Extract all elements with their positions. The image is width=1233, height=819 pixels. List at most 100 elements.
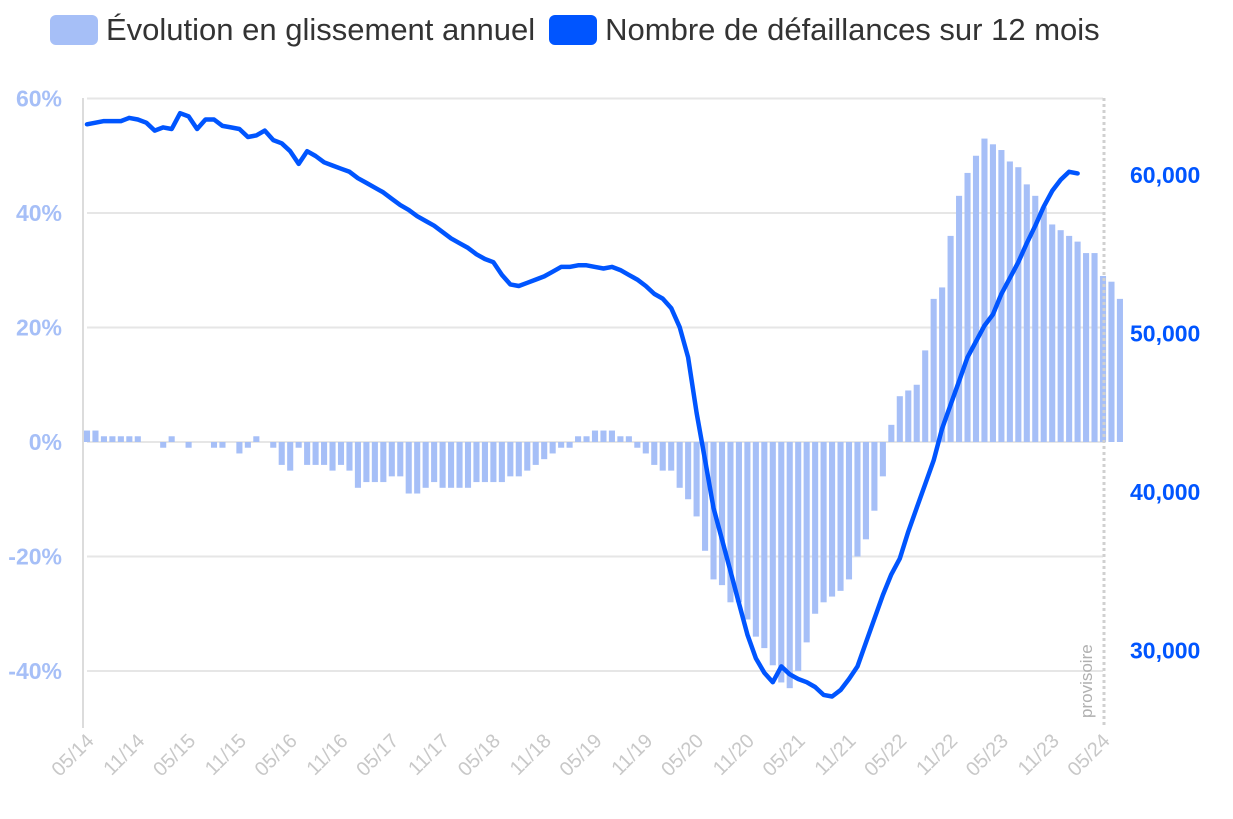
bar: [439, 442, 446, 488]
bar: [1057, 230, 1064, 442]
bar: [117, 436, 124, 442]
bar: [236, 442, 243, 454]
bar: [930, 298, 937, 442]
y-tick-left: 60%: [16, 86, 62, 112]
bar: [168, 436, 175, 442]
bar: [956, 195, 963, 442]
y-tick-right: 30,000: [1130, 638, 1200, 664]
bar: [922, 350, 929, 442]
bar: [617, 436, 624, 442]
bar: [1083, 253, 1090, 442]
bar: [744, 442, 751, 620]
y-tick-left: 40%: [16, 200, 62, 226]
bar: [871, 442, 878, 511]
bar: [515, 442, 522, 477]
bar: [354, 442, 361, 488]
y-tick-left: 20%: [16, 315, 62, 341]
x-tick-label: 05/24: [1064, 730, 1115, 781]
x-tick-label: 05/21: [759, 730, 810, 781]
bar: [185, 442, 192, 448]
bar: [498, 442, 505, 483]
bar: [160, 442, 167, 448]
bar: [337, 442, 345, 465]
x-tick-label: 05/15: [149, 730, 200, 781]
legend-swatch-yoy: [50, 15, 98, 45]
bar: [541, 442, 548, 460]
bar: [329, 442, 336, 471]
bar: [1006, 161, 1013, 442]
bar: [253, 436, 260, 442]
bar: [287, 442, 294, 471]
x-tick-label: 05/14: [48, 730, 99, 781]
legend: Évolution en glissement annuel Nombre de…: [50, 8, 1114, 52]
bar: [820, 442, 827, 603]
x-tick-label: 11/21: [811, 730, 861, 780]
bar: [642, 442, 649, 454]
y-tick-left: -40%: [8, 658, 62, 684]
x-tick-label: 05/18: [454, 730, 505, 781]
x-tick-label: 11/14: [99, 730, 149, 780]
bar: [431, 442, 438, 483]
legend-label-yoy: Évolution en glissement annuel: [106, 12, 536, 47]
bar: [854, 442, 861, 557]
bar: [702, 442, 709, 551]
bar: [312, 442, 319, 465]
bar: [879, 442, 886, 477]
bar: [972, 155, 980, 442]
x-tick-label: 11/19: [607, 730, 657, 780]
x-tick-label: 05/19: [556, 730, 607, 781]
y-tick-left: 0%: [29, 429, 62, 455]
bar: [634, 442, 641, 448]
bar: [981, 138, 988, 442]
bar: [473, 442, 480, 483]
bar: [388, 442, 395, 477]
bar: [964, 172, 971, 443]
bar: [371, 442, 378, 483]
bar: [363, 442, 370, 483]
legend-item-yoy[interactable]: Évolution en glissement annuel: [50, 12, 535, 48]
x-tick-label: 11/15: [201, 730, 251, 780]
bar: [481, 442, 488, 483]
bar: [761, 442, 768, 649]
bar: [803, 442, 810, 643]
legend-item-count[interactable]: Nombre de défaillances sur 12 mois: [549, 12, 1100, 48]
bar: [464, 442, 472, 488]
bar: [405, 442, 412, 494]
bar: [668, 442, 675, 471]
bar: [676, 442, 683, 488]
bar: [608, 430, 615, 442]
bar: [321, 442, 328, 465]
bar: [685, 442, 692, 500]
bar: [1023, 184, 1030, 442]
bar: [625, 436, 632, 442]
bar: [1015, 167, 1022, 442]
x-tick-label: 11/18: [506, 730, 556, 780]
bar: [600, 430, 607, 442]
bar: [295, 442, 302, 448]
bar: [651, 442, 658, 465]
bar: [659, 442, 666, 471]
bar: [397, 442, 404, 477]
bar: [346, 442, 353, 471]
y-tick-right: 50,000: [1130, 321, 1200, 347]
bar: [583, 436, 590, 442]
x-tick-label: 11/16: [303, 730, 353, 780]
bar: [422, 442, 429, 488]
bar: [566, 442, 573, 448]
y-tick-right: 40,000: [1130, 479, 1200, 505]
bar: [752, 442, 759, 637]
bar: [591, 430, 599, 442]
bar: [947, 235, 954, 442]
bar: [1074, 241, 1081, 442]
bar: [905, 390, 912, 442]
x-tick-label: 11/23: [1014, 730, 1064, 780]
bar: [380, 442, 387, 483]
bar: [100, 436, 107, 442]
provisional-label: provisoire: [1077, 644, 1096, 718]
y-tick-left: -20%: [8, 544, 62, 570]
bar: [278, 442, 285, 465]
bar: [83, 430, 91, 442]
bar: [490, 442, 497, 483]
legend-label-count: Nombre de défaillances sur 12 mois: [605, 12, 1100, 47]
